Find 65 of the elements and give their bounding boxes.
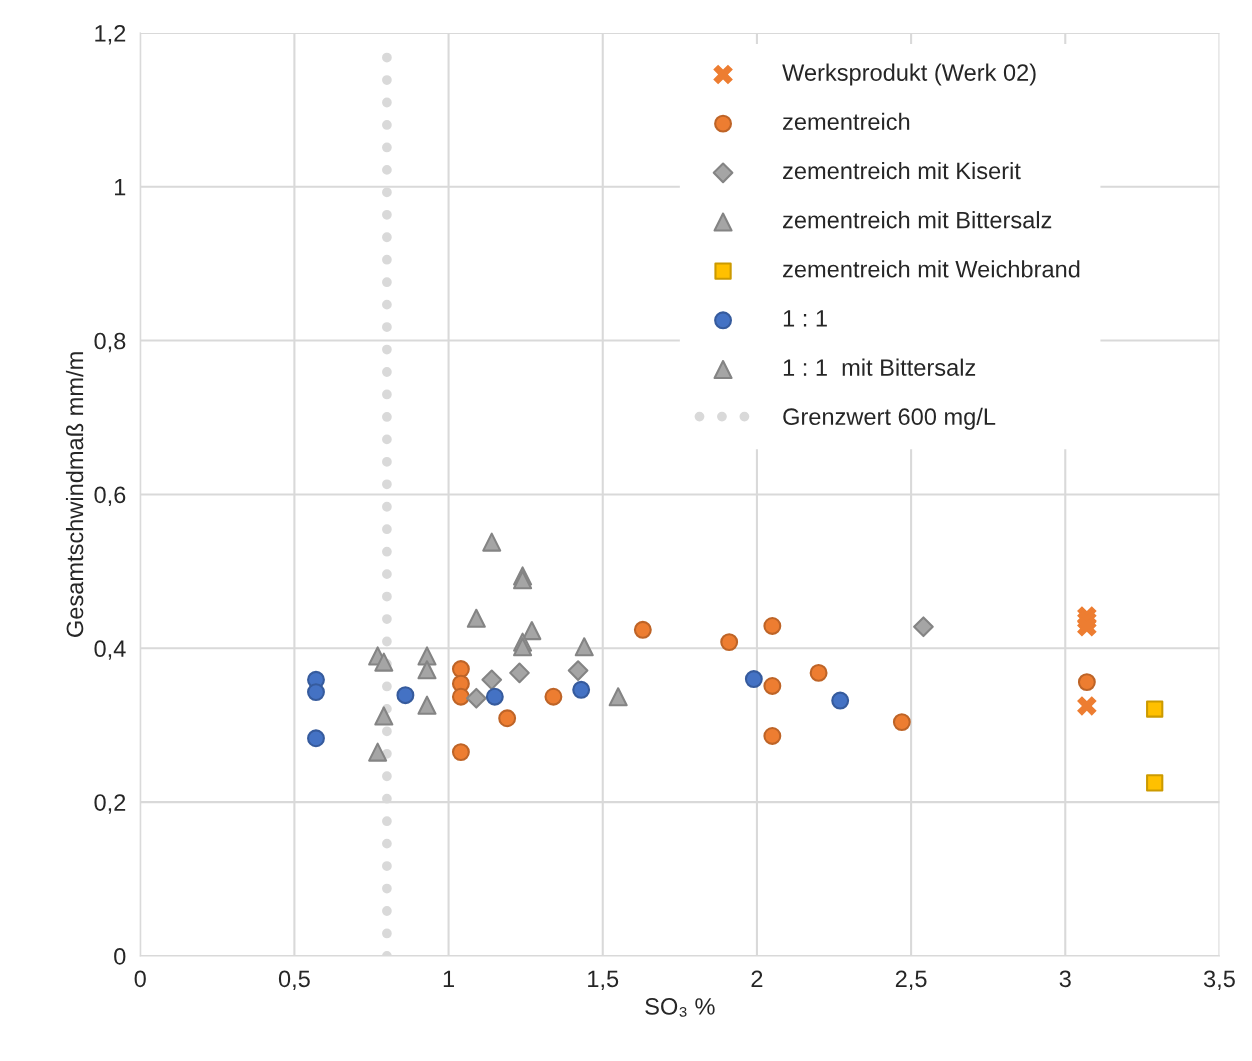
point: [633, 620, 652, 639]
point: [1077, 673, 1096, 692]
point: [481, 669, 503, 691]
point: [831, 691, 850, 710]
y-tick-label: 0,6: [94, 486, 126, 506]
y-tick-label: 1,2: [95, 24, 126, 45]
point: [465, 687, 487, 709]
legend-label: zementreich: [783, 112, 910, 131]
y-tick-label: 0,2: [94, 794, 126, 814]
y-tick-label: 0,4: [94, 640, 126, 660]
y-tick-label: 0: [114, 948, 126, 965]
point: [396, 686, 415, 705]
point: [1146, 774, 1164, 792]
point: [809, 663, 828, 682]
point: [763, 727, 782, 745]
point: [720, 633, 739, 652]
point: [509, 662, 530, 684]
point: [522, 621, 542, 641]
point: [572, 680, 591, 699]
legend-label: zementreich mit Weichbrand: [783, 260, 1080, 278]
point: [608, 687, 628, 707]
y-axis-title: Gesamtschwindmaß mm/m: [65, 352, 84, 637]
point: [513, 637, 533, 657]
point: [574, 637, 594, 657]
point: [451, 687, 470, 706]
x-axis-title: SO₃ %: [645, 998, 715, 1017]
x-tick-label: 1,5: [588, 970, 619, 990]
y-tick-label: 1: [115, 179, 126, 196]
point: [417, 695, 437, 715]
legend-label: zementreich mit Bittersalz: [783, 211, 1052, 229]
point: [744, 670, 763, 688]
point: [417, 660, 437, 680]
legend-label: zementreich mit Kiserit: [783, 161, 1021, 180]
point: [307, 683, 325, 702]
point: [466, 608, 486, 628]
point: [1146, 700, 1164, 718]
point: [417, 646, 437, 666]
point: [307, 729, 325, 748]
point: [892, 713, 911, 732]
x-tick-label: 2: [751, 970, 763, 987]
x-tick-label: 2,5: [895, 970, 927, 990]
legend-label: 1 : 1 mit Bittersalz: [783, 358, 976, 376]
point: [913, 616, 934, 638]
x-tick-label: 1: [443, 970, 454, 987]
legend-label: 1 : 1: [783, 310, 827, 327]
point: [485, 687, 504, 706]
point: [368, 742, 388, 762]
x-tick-label: 0,5: [278, 970, 310, 990]
y-tick-label: 0,8: [94, 332, 126, 353]
legend-label: Grenzwert 600 mg/L: [783, 407, 996, 430]
point: [451, 660, 470, 678]
point: [498, 709, 517, 728]
point: [482, 532, 502, 552]
point: [763, 677, 782, 695]
point: [567, 660, 589, 681]
point: [374, 706, 394, 726]
point: [451, 743, 470, 762]
x-tick-label: 3: [1059, 970, 1071, 988]
point: [1077, 696, 1097, 716]
x-tick-label: 0: [134, 970, 146, 988]
x-tick-label: 3,5: [1203, 970, 1235, 990]
point: [544, 687, 563, 706]
point: [374, 652, 394, 672]
legend-label: Werksprodukt (Werk 02): [782, 63, 1036, 86]
point: [763, 617, 782, 635]
